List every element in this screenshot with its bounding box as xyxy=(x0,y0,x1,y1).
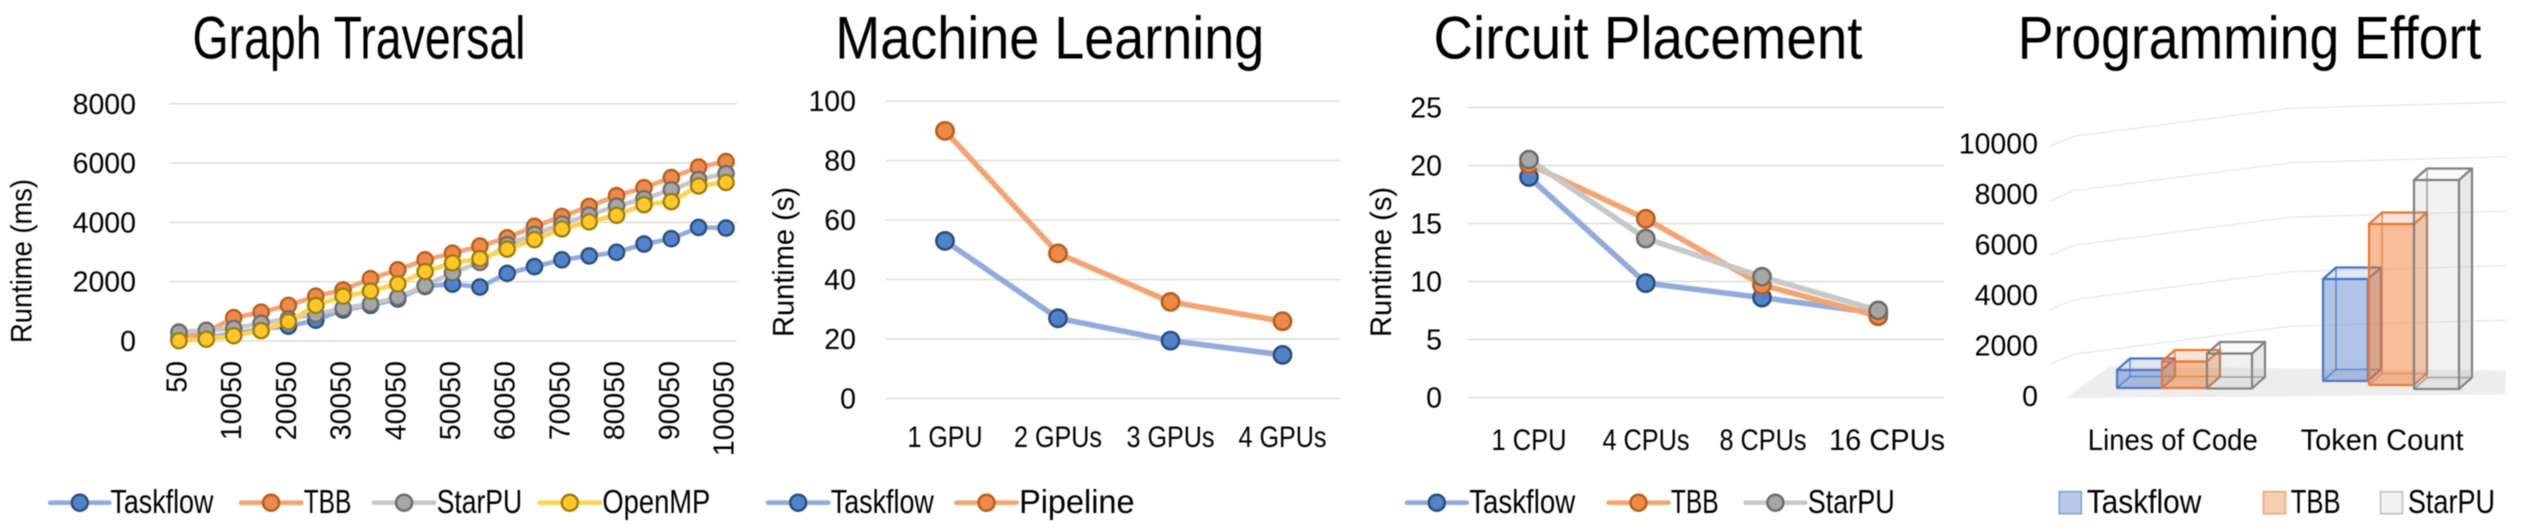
svg-text:8000: 8000 xyxy=(1975,179,2038,211)
svg-text:Token Count: Token Count xyxy=(2301,424,2465,457)
svg-text:0: 0 xyxy=(120,326,136,358)
svg-text:StarPU: StarPU xyxy=(1808,483,1895,520)
svg-text:4 GPUs: 4 GPUs xyxy=(1239,421,1327,454)
svg-text:25: 25 xyxy=(1410,92,1442,124)
svg-text:TBB: TBB xyxy=(2291,483,2341,520)
svg-text:2000: 2000 xyxy=(1975,330,2038,362)
svg-text:50050: 50050 xyxy=(435,361,467,440)
svg-text:50: 50 xyxy=(162,361,194,393)
svg-text:Pipeline: Pipeline xyxy=(1019,483,1134,520)
svg-text:60: 60 xyxy=(824,205,856,237)
svg-text:1 GPU: 1 GPU xyxy=(908,421,983,454)
svg-text:0: 0 xyxy=(840,384,856,416)
svg-text:60050: 60050 xyxy=(490,361,522,440)
svg-text:4000: 4000 xyxy=(1975,280,2038,312)
svg-text:40050: 40050 xyxy=(380,361,412,440)
svg-text:4000: 4000 xyxy=(73,207,136,239)
svg-text:Lines of Code: Lines of Code xyxy=(2088,424,2258,457)
svg-text:4 CPUs: 4 CPUs xyxy=(1603,424,1690,457)
svg-text:8 CPUs: 8 CPUs xyxy=(1720,424,1807,457)
svg-text:OpenMP: OpenMP xyxy=(602,483,710,520)
svg-text:30050: 30050 xyxy=(326,361,358,440)
svg-text:10050: 10050 xyxy=(216,361,248,440)
svg-text:20: 20 xyxy=(1410,150,1442,182)
svg-text:5: 5 xyxy=(1426,324,1442,356)
svg-text:15: 15 xyxy=(1410,208,1442,240)
svg-text:Runtime (ms): Runtime (ms) xyxy=(5,179,38,343)
svg-text:TBB: TBB xyxy=(1671,483,1719,520)
svg-text:StarPU: StarPU xyxy=(437,483,522,520)
svg-text:TBB: TBB xyxy=(304,483,352,520)
svg-text:80050: 80050 xyxy=(599,361,631,440)
svg-text:0: 0 xyxy=(2022,381,2038,413)
svg-text:6000: 6000 xyxy=(73,148,136,180)
svg-text:3 GPUs: 3 GPUs xyxy=(1127,421,1215,454)
svg-text:Circuit Placement: Circuit Placement xyxy=(1434,5,1863,72)
svg-text:20050: 20050 xyxy=(271,361,303,440)
svg-text:100: 100 xyxy=(808,86,856,118)
svg-text:Runtime (s): Runtime (s) xyxy=(1365,187,1398,337)
svg-text:80: 80 xyxy=(824,146,856,178)
svg-text:2 GPUs: 2 GPUs xyxy=(1014,421,1102,454)
svg-text:StarPU: StarPU xyxy=(2408,483,2495,520)
svg-text:Machine Learning: Machine Learning xyxy=(835,5,1264,72)
svg-text:40: 40 xyxy=(824,265,856,297)
svg-text:100050: 100050 xyxy=(709,361,741,456)
svg-text:10000: 10000 xyxy=(1959,128,2038,160)
svg-text:Programming Effort: Programming Effort xyxy=(2018,5,2482,72)
svg-text:20: 20 xyxy=(824,324,856,356)
svg-text:8000: 8000 xyxy=(73,89,136,121)
svg-text:6000: 6000 xyxy=(1975,229,2038,261)
svg-text:1 CPU: 1 CPU xyxy=(1492,424,1567,457)
svg-text:Taskflow: Taskflow xyxy=(110,483,213,520)
svg-text:Taskflow: Taskflow xyxy=(2087,483,2202,520)
svg-text:Taskflow: Taskflow xyxy=(831,483,934,520)
svg-text:90050: 90050 xyxy=(654,361,686,440)
svg-text:2000: 2000 xyxy=(73,267,136,299)
svg-text:Graph Traversal: Graph Traversal xyxy=(193,5,526,72)
svg-text:16 CPUs: 16 CPUs xyxy=(1829,424,1945,457)
svg-text:10: 10 xyxy=(1410,266,1442,298)
svg-text:70050: 70050 xyxy=(544,361,576,440)
svg-text:0: 0 xyxy=(1426,382,1442,414)
svg-text:Taskflow: Taskflow xyxy=(1469,483,1575,520)
svg-text:Runtime (s): Runtime (s) xyxy=(768,187,801,337)
